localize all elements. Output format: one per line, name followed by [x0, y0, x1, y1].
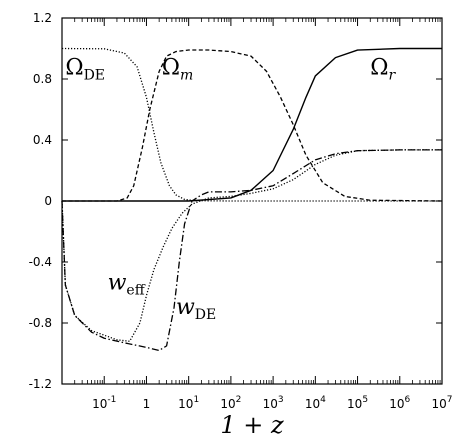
series-annotation: weff	[108, 270, 146, 298]
x-tick-label: 105	[347, 395, 368, 411]
plot-frame	[61, 17, 443, 385]
y-tick-label: 0.8	[33, 72, 52, 86]
curves-layer	[61, 47, 443, 352]
x-tick-label: 104	[305, 395, 326, 411]
y-tick-label: -1.2	[29, 377, 52, 391]
series-line-r	[62, 47, 442, 202]
y-tick-label: 1.2	[33, 11, 52, 25]
y-tick-label: 0	[44, 194, 52, 208]
annotations-layer: ΩDE Ωm Ωr weff wDE	[65, 55, 396, 322]
y-tick-label: -0.4	[29, 255, 52, 269]
x-tick-label: 106	[389, 395, 410, 411]
x-tick-label: 103	[263, 395, 284, 411]
x-tick-label: 102	[220, 395, 241, 411]
ticks-layer: 1.2 0.8 0.4 0 -0.4 -0.8 -1.2 10-1 1 101 102 103 104 1…	[29, 11, 453, 411]
x-tick-label: 107	[431, 395, 452, 411]
y-tick-label: 0.4	[33, 133, 52, 147]
series-annotation: ΩDE	[65, 55, 105, 83]
series-line-weff	[61, 149, 442, 342]
y-tick-label: -0.8	[29, 316, 52, 330]
series-annotation: Ωr	[370, 55, 396, 83]
series-line-m	[62, 49, 443, 202]
x-tick-label: 1	[143, 397, 151, 411]
x-axis-label: 1 + z	[220, 411, 284, 439]
series-annotation: wDE	[176, 295, 216, 323]
series-line-wde	[61, 149, 442, 352]
x-tick-label: 101	[178, 395, 199, 411]
series-annotation: Ωm	[162, 55, 194, 83]
x-tick-label: 10-1	[92, 395, 116, 411]
